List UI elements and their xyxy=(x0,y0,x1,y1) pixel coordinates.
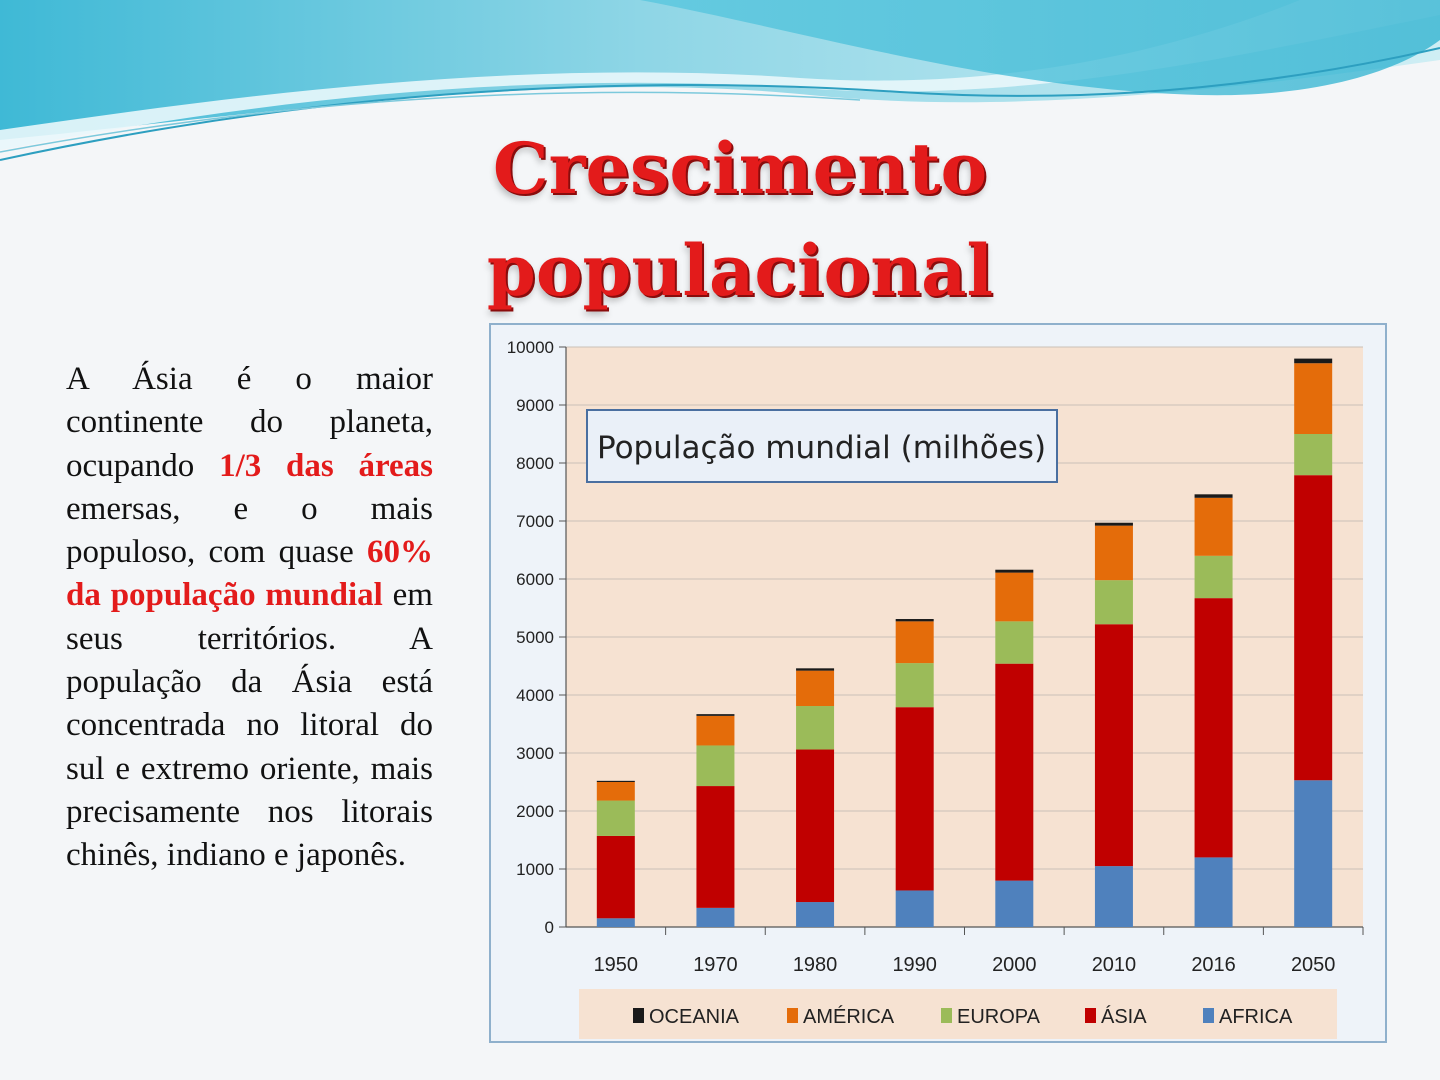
bar-segment xyxy=(1294,780,1333,927)
y-tick-label: 3000 xyxy=(516,744,554,763)
x-tick-label: 1980 xyxy=(793,954,838,976)
bar-segment xyxy=(995,572,1034,622)
bar-segment xyxy=(696,745,735,787)
bar-segment xyxy=(596,800,635,836)
legend-swatch xyxy=(941,1008,952,1023)
bar-segment xyxy=(796,668,835,671)
bar-segment xyxy=(796,706,835,750)
bar-segment xyxy=(696,714,735,716)
bar-segment xyxy=(796,670,835,707)
legend-label: AMÉRICA xyxy=(803,1005,895,1028)
bar-segment xyxy=(995,880,1034,927)
body-text-segment: A Ásia é o maior continente do planeta, … xyxy=(66,361,433,484)
y-tick-label: 8000 xyxy=(516,454,554,473)
bar-segment xyxy=(596,918,635,927)
chart-title-box xyxy=(586,409,1058,483)
y-tick-label: 7000 xyxy=(516,512,554,531)
bar-segment xyxy=(1294,358,1333,364)
bar-segment xyxy=(1194,494,1233,498)
y-tick-label: 5000 xyxy=(516,628,554,647)
bar-segment xyxy=(1194,598,1233,858)
bar-segment xyxy=(1094,580,1133,625)
bar-segment xyxy=(895,707,934,891)
body-text-segment: emersas, e o mais populoso, com quase xyxy=(66,490,433,571)
population-chart: 0 1000 2000 3000 4000 5000 6000 7000 8000 9000 100… xyxy=(489,323,1387,1043)
legend-swatch xyxy=(633,1008,644,1023)
body-text-segment: em seus territórios. A população da Ásia… xyxy=(66,577,433,874)
y-tick-label: 10000 xyxy=(507,338,554,357)
legend-label: OCEANIA xyxy=(649,1006,740,1028)
legend-label: EUROPA xyxy=(957,1006,1041,1028)
y-tick-label: 2000 xyxy=(516,802,554,821)
x-tick-label: 2010 xyxy=(1092,954,1137,976)
bar-segment xyxy=(596,780,635,782)
bar-segment xyxy=(1094,866,1133,927)
bar-segment xyxy=(995,569,1034,573)
bar-segment xyxy=(696,715,735,746)
slide-title-line-1: Crescimento populacional xyxy=(486,127,994,312)
x-tick-label: 2000 xyxy=(992,954,1037,976)
x-tick-label: 1970 xyxy=(693,954,738,976)
bar-segment xyxy=(596,782,635,801)
decorative-wave-banner xyxy=(0,0,1440,161)
bar-segment xyxy=(895,621,934,664)
population-chart-svg: 0 1000 2000 3000 4000 5000 6000 7000 8000 9000 100… xyxy=(507,338,1364,1039)
bar-segment xyxy=(1194,497,1233,556)
bar-segment xyxy=(1294,475,1333,781)
y-tick-label: 0 xyxy=(545,918,554,937)
bar-segment xyxy=(1294,434,1333,476)
bar-segment xyxy=(895,663,934,708)
bar-segment xyxy=(696,907,735,927)
chart-title: População mundial (milhões) xyxy=(597,430,1046,466)
bar-segment xyxy=(796,902,835,927)
bar-segment xyxy=(796,749,835,903)
y-tick-label: 9000 xyxy=(516,396,554,415)
legend-label: ÁSIA xyxy=(1101,1005,1147,1028)
bar-segment xyxy=(696,786,735,908)
bar-segment xyxy=(995,663,1034,881)
x-tick-label: 2050 xyxy=(1291,954,1336,976)
legend-swatch xyxy=(787,1008,798,1023)
body-paragraph: A Ásia é o maior continente do planeta, … xyxy=(66,358,433,878)
bar-segment xyxy=(1094,525,1133,581)
highlight-area-fraction: 1/3 das áreas xyxy=(219,447,433,484)
bar-segment xyxy=(1094,522,1133,526)
bar-segment xyxy=(995,621,1034,664)
bar-segment xyxy=(1294,363,1333,434)
y-tick-label: 4000 xyxy=(516,686,554,705)
bar-segment xyxy=(596,835,635,919)
legend-swatch xyxy=(1085,1008,1096,1023)
bar-segment xyxy=(1194,857,1233,927)
x-tick-label: 2016 xyxy=(1191,954,1236,976)
x-tick-label: 1990 xyxy=(892,954,937,976)
legend-swatch xyxy=(1203,1008,1214,1023)
legend-label: AFRICA xyxy=(1219,1006,1293,1028)
bar-segment xyxy=(895,619,934,622)
y-tick-label: 6000 xyxy=(516,570,554,589)
highlight-population-share: 60% da população mundial xyxy=(66,534,433,614)
bar-segment xyxy=(1194,555,1233,599)
y-tick-label: 1000 xyxy=(516,860,554,879)
bar-segment xyxy=(895,890,934,927)
x-tick-label: 1950 xyxy=(594,954,639,976)
bar-segment xyxy=(1094,624,1133,867)
